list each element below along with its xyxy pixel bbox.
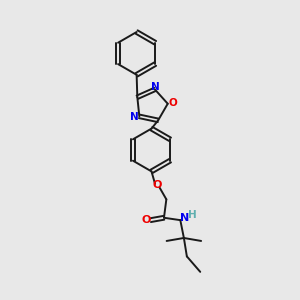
Text: O: O [153, 180, 162, 190]
Text: O: O [169, 98, 178, 108]
Text: N: N [151, 82, 160, 92]
Text: N: N [180, 213, 189, 223]
Text: H: H [188, 210, 197, 220]
Text: O: O [141, 215, 151, 225]
Text: N: N [130, 112, 138, 122]
